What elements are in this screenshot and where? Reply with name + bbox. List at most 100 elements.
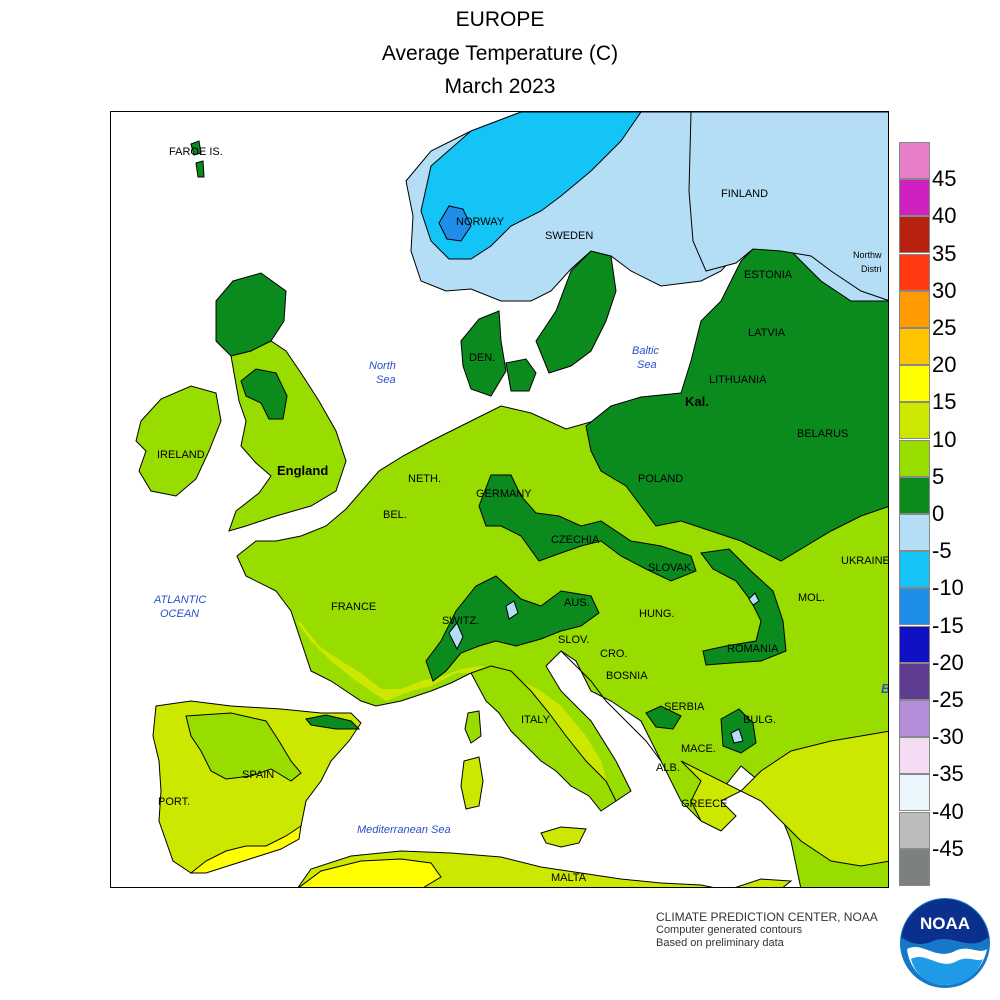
- label-atlantic-2: OCEAN: [160, 608, 199, 620]
- legend-tick-label: 35: [932, 240, 957, 266]
- bulg-cold-spot: [730, 728, 744, 744]
- legend-tick-label: -20: [932, 649, 964, 675]
- legend-swatch: [899, 737, 930, 775]
- label-malta: MALTA: [551, 872, 587, 884]
- legend-tick-label: 30: [932, 277, 957, 303]
- legend-swatch: [899, 551, 930, 589]
- crete: [735, 878, 793, 887]
- map-date: March 2023: [444, 75, 556, 98]
- label-northwest-2: Distri: [861, 264, 882, 274]
- legend-tick-label: 10: [932, 426, 957, 452]
- denmark: [460, 310, 507, 397]
- label-slov: SLOV.: [558, 634, 589, 646]
- legend-swatch: [899, 811, 930, 849]
- legend-tick-label: -30: [932, 724, 964, 750]
- adriatic-coast: [560, 650, 662, 762]
- iberia-interior: [185, 712, 302, 782]
- label-italy: ITALY: [521, 714, 551, 726]
- scandinavia-0-5: [535, 250, 617, 374]
- label-north-sea-1: North: [369, 360, 396, 372]
- carpath-cold-spot: [748, 592, 760, 606]
- legend-swatch: [899, 662, 930, 700]
- map-subtitle: Average Temperature (C): [381, 42, 619, 65]
- label-north-sea: North Sea: [369, 360, 399, 386]
- ireland: [135, 385, 222, 497]
- legend-tick-label: 45: [932, 166, 957, 192]
- label-baltic-sea: Baltic Sea: [632, 345, 662, 371]
- legend-swatch: [899, 774, 930, 812]
- noaa-logo: NOAA: [900, 898, 990, 988]
- legend-tick-label: -25: [932, 687, 964, 712]
- label-czechia: CZECHIA: [551, 534, 600, 546]
- label-england: England: [277, 463, 328, 478]
- label-ireland: IRELAND: [157, 449, 205, 461]
- faroe-islands: [190, 140, 202, 156]
- label-finland: FINLAND: [721, 188, 768, 200]
- label-norway: NORWAY: [456, 216, 505, 228]
- legend-swatch: [899, 253, 930, 291]
- label-mace: MACE.: [681, 743, 716, 755]
- legend-swatch: [899, 588, 930, 626]
- label-switz: SWITZ.: [442, 615, 479, 627]
- legend-tick-label: 20: [932, 352, 957, 378]
- noaa-logo-sky: [901, 899, 989, 944]
- label-b: B: [881, 681, 889, 696]
- legend-swatch: [899, 476, 930, 514]
- label-northwest-1: Northw: [853, 250, 882, 260]
- label-spain: SPAIN: [242, 769, 274, 781]
- label-bulg: BULG.: [743, 714, 776, 726]
- greece-turkey: [680, 730, 888, 867]
- label-cro: CRO.: [600, 648, 628, 660]
- label-port: PORT.: [158, 796, 190, 808]
- legend-swatch: [899, 700, 930, 737]
- legend-tick-label: -5: [932, 538, 952, 564]
- label-bel: BEL.: [383, 509, 407, 521]
- norway-colder: [438, 205, 472, 242]
- credit-line-1: CLIMATE PREDICTION CENTER, NOAA: [656, 910, 878, 924]
- label-med-sea: Mediterranean Sea: [357, 824, 451, 836]
- label-lithuania: LITHUANIA: [709, 374, 767, 386]
- norway-very-cold: [420, 112, 642, 260]
- pyrenees-0-5: [305, 714, 361, 730]
- label-belarus: BELARUS: [797, 428, 848, 440]
- alps-cold-spot-2: [505, 600, 519, 620]
- legend-swatch: [899, 402, 930, 440]
- england-0-5-north: [240, 368, 288, 420]
- legend-swatch: [899, 216, 930, 254]
- label-germany: GERMANY: [476, 488, 532, 500]
- label-estonia: ESTONIA: [744, 269, 793, 281]
- label-hung: HUNG.: [639, 608, 674, 620]
- legend-tick-label: -10: [932, 575, 964, 601]
- finland-land: [688, 112, 888, 301]
- legend-tick-label: 5: [932, 463, 945, 489]
- noaa-logo-water: [911, 957, 983, 985]
- label-mol: MOL.: [798, 592, 825, 604]
- label-france: FRANCE: [331, 601, 376, 613]
- north-africa-warm: [298, 858, 442, 887]
- noaa-logo-text: NOAA: [920, 914, 970, 933]
- alps-0-5: [425, 575, 600, 682]
- label-aus: AUS.: [564, 597, 590, 609]
- faroe-islands-2: [195, 160, 205, 178]
- label-northwest: Northw Distri: [853, 250, 884, 274]
- corsica: [464, 710, 482, 744]
- spain-south-warm: [189, 824, 302, 874]
- south-band-10-15: [296, 621, 613, 801]
- romania-0-5: [700, 548, 787, 666]
- temperature-map: FAROE IS. NORWAY SWEDEN FINLAND Northw D…: [111, 112, 889, 887]
- sicily: [540, 826, 587, 848]
- legend-swatch: [899, 514, 930, 551]
- east-europe-0-5: [585, 240, 888, 562]
- label-north-sea-2: Sea: [376, 374, 396, 386]
- label-baltic-sea-1: Baltic: [632, 345, 659, 357]
- label-kal: Kal.: [685, 394, 709, 409]
- label-slovak: SLOVAK.: [648, 562, 694, 574]
- legend-tick-label: -15: [932, 612, 964, 638]
- legend-tick-label: 15: [932, 389, 957, 415]
- legend-swatch: [899, 290, 930, 328]
- legend-tick-label: -40: [932, 798, 964, 824]
- label-neth: NETH.: [408, 473, 441, 485]
- label-greece: GREECE: [681, 798, 727, 810]
- legend-swatch: [899, 179, 930, 217]
- italy: [470, 665, 617, 812]
